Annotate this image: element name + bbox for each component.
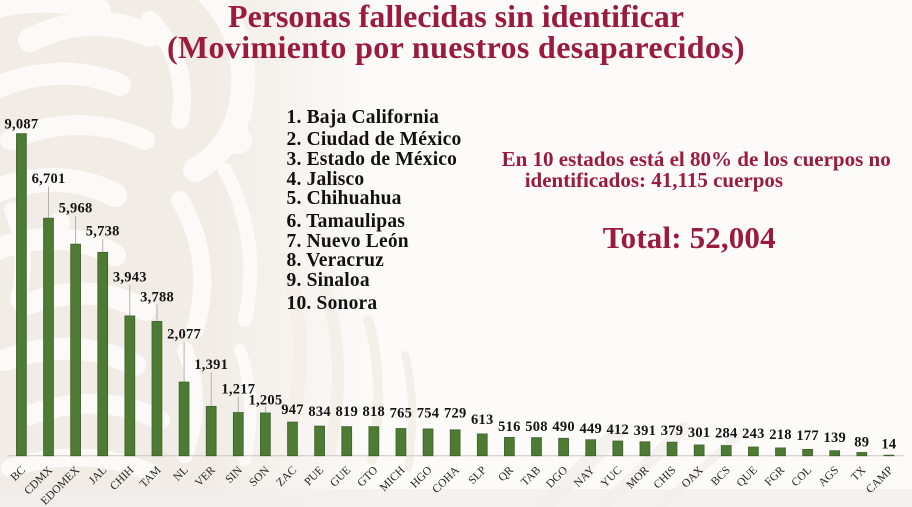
svg-text:QUE: QUE: [735, 464, 760, 489]
svg-text:490: 490: [552, 419, 575, 435]
svg-text:947: 947: [281, 402, 304, 418]
svg-text:GUE: GUE: [328, 464, 353, 489]
svg-text:QR: QR: [496, 464, 516, 484]
svg-text:NAY: NAY: [572, 464, 598, 490]
svg-text:508: 508: [525, 419, 548, 435]
svg-text:BC: BC: [9, 464, 29, 484]
svg-text:754: 754: [417, 406, 440, 422]
svg-text:9,087: 9,087: [4, 116, 38, 132]
svg-text:MOR: MOR: [625, 464, 652, 491]
svg-text:834: 834: [308, 404, 331, 420]
svg-text:YUC: YUC: [599, 464, 625, 490]
svg-text:BCS: BCS: [709, 464, 733, 488]
svg-text:5,968: 5,968: [59, 201, 93, 217]
svg-text:FGR: FGR: [763, 464, 788, 489]
svg-text:6,701: 6,701: [32, 171, 66, 187]
svg-text:1,217: 1,217: [221, 381, 255, 397]
svg-text:613: 613: [471, 412, 494, 428]
svg-text:379: 379: [661, 423, 684, 439]
svg-text:412: 412: [607, 422, 630, 438]
svg-text:AGS: AGS: [817, 464, 842, 489]
svg-text:5,738: 5,738: [86, 224, 120, 240]
svg-text:1,205: 1,205: [248, 393, 282, 409]
svg-text:284: 284: [715, 426, 738, 442]
svg-text:TX: TX: [849, 464, 869, 484]
svg-text:CHIH: CHIH: [108, 464, 136, 492]
svg-text:CAMP: CAMP: [864, 464, 896, 496]
svg-text:243: 243: [742, 426, 765, 442]
svg-text:MICH: MICH: [378, 464, 408, 494]
svg-text:1,391: 1,391: [194, 357, 228, 373]
svg-text:OAX: OAX: [680, 464, 707, 491]
svg-text:765: 765: [390, 406, 413, 422]
svg-text:NL: NL: [171, 464, 190, 483]
svg-text:729: 729: [444, 406, 467, 422]
svg-text:3,788: 3,788: [140, 289, 174, 305]
svg-text:SIN: SIN: [223, 464, 245, 486]
svg-text:449: 449: [579, 421, 602, 437]
svg-text:2,077: 2,077: [167, 327, 201, 343]
svg-text:ZAC: ZAC: [274, 464, 299, 489]
svg-text:516: 516: [498, 419, 521, 435]
svg-text:COHA: COHA: [430, 464, 462, 496]
svg-text:301: 301: [688, 425, 711, 441]
svg-text:SLP: SLP: [466, 464, 489, 487]
svg-text:SON: SON: [247, 464, 272, 489]
svg-text:JAL: JAL: [87, 464, 109, 486]
svg-text:89: 89: [854, 435, 869, 451]
svg-text:218: 218: [769, 427, 792, 443]
svg-text:391: 391: [634, 423, 657, 439]
svg-text:PUE: PUE: [302, 464, 326, 488]
svg-text:VER: VER: [193, 464, 218, 489]
svg-text:819: 819: [335, 404, 358, 420]
svg-text:TAM: TAM: [138, 464, 164, 490]
svg-text:COL: COL: [789, 464, 814, 489]
svg-text:139: 139: [823, 430, 846, 446]
svg-text:CHIS: CHIS: [652, 464, 679, 491]
svg-text:3,943: 3,943: [113, 269, 147, 285]
svg-text:818: 818: [363, 404, 386, 420]
svg-text:177: 177: [796, 428, 819, 444]
svg-text:TAB: TAB: [519, 464, 543, 488]
svg-text:14: 14: [881, 437, 896, 453]
svg-text:DGO: DGO: [544, 464, 570, 490]
